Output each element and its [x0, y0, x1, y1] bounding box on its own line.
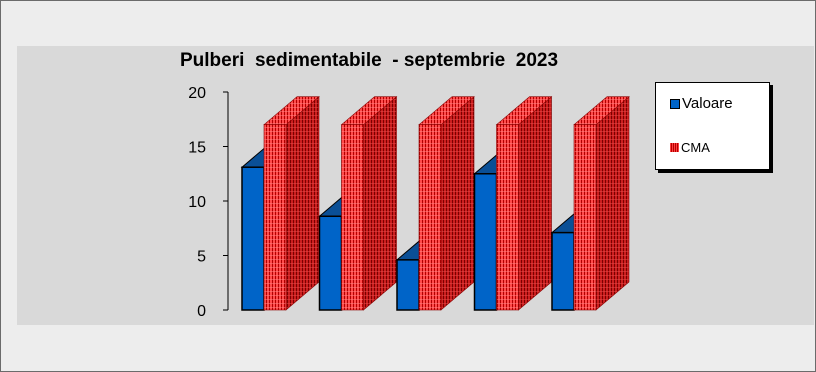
- legend-item-cma: CMA: [670, 140, 710, 155]
- bar-cma-front: [418, 124, 442, 311]
- y-tick-label: 5: [197, 249, 206, 266]
- bar-valoare-front: [318, 215, 343, 311]
- bar-cma: [573, 96, 630, 311]
- chart-title: Pulberi sedimentabile - septembrie 2023: [180, 50, 559, 71]
- y-tick-label: 20: [188, 85, 206, 102]
- legend-item-valoare: Valoare: [670, 95, 733, 112]
- bar-cma: [263, 96, 320, 311]
- bar-cma-side: [595, 96, 630, 311]
- legend-label-valoare: Valoare: [682, 95, 733, 112]
- bar-cma-front: [496, 124, 519, 311]
- bar-cma-side: [440, 96, 475, 311]
- bar-valoare-front: [551, 231, 575, 311]
- bar-cma-front: [263, 124, 287, 311]
- legend: Valoare CMA: [655, 82, 770, 170]
- bar-valoare-front: [396, 259, 420, 311]
- bar-cma-side: [363, 96, 397, 311]
- bar-cma: [340, 96, 398, 311]
- bar-cma: [495, 96, 553, 311]
- bar-cma-side: [518, 96, 552, 311]
- legend-swatch-valoare: [670, 98, 680, 109]
- legend-swatch-cma: [670, 143, 679, 152]
- y-tick-label: 0: [197, 303, 206, 320]
- bar-cma-front: [341, 124, 364, 311]
- bar-cma: [418, 96, 475, 311]
- y-tick-label: 10: [188, 194, 206, 211]
- bar-cma-front: [573, 124, 597, 311]
- bar-valoare-front: [241, 166, 265, 311]
- legend-label-cma: CMA: [681, 140, 710, 155]
- bars: [240, 96, 630, 311]
- bar-valoare-front: [473, 173, 498, 311]
- y-tick-label: 15: [188, 140, 206, 157]
- bar-cma-side: [285, 96, 320, 311]
- y-axis: 0 5 10 15 20: [188, 85, 229, 320]
